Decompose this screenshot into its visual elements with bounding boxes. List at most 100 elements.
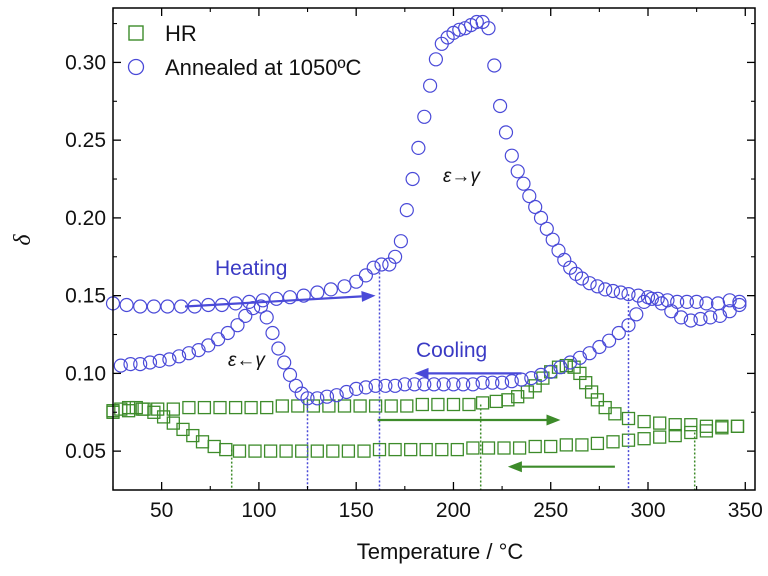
annealed-data-point	[259, 310, 274, 325]
annealed-data-point	[504, 148, 519, 163]
annealed-data-point	[611, 325, 626, 341]
legend-marker-annealed	[127, 58, 145, 76]
annealed-data-point	[582, 276, 597, 291]
hr-data-point	[608, 407, 622, 421]
annealed-data-point	[428, 52, 443, 67]
annealed-data-point	[469, 14, 484, 30]
hr-data-point	[357, 444, 371, 458]
annealed-data-point	[679, 294, 695, 309]
hr-data-point	[637, 414, 651, 429]
hr-data-point	[528, 439, 542, 454]
x-tick-label: 250	[533, 499, 568, 522]
annealed-data-point	[543, 364, 558, 379]
y-tick-label: 0.15	[65, 285, 106, 308]
annealed-data-point	[574, 271, 590, 286]
hr-data-point	[129, 400, 143, 415]
hr-data-point	[575, 438, 589, 452]
hr-data-point	[275, 399, 289, 413]
hr-data-point	[114, 402, 128, 416]
hr-data-point	[606, 435, 620, 449]
annealed-data-point	[271, 341, 286, 356]
hr-data-point	[699, 419, 714, 433]
annealed-data-point	[582, 346, 597, 361]
annealed-data-point	[358, 268, 373, 283]
x-tick-label: 150	[339, 499, 374, 522]
hr-data-point	[415, 397, 429, 412]
annealed-data-point	[605, 283, 621, 299]
annealed-data-point	[539, 221, 554, 236]
hr-data-point	[462, 397, 476, 412]
annealed-data-point	[636, 294, 652, 309]
annealed-data-point	[319, 389, 335, 404]
legend-label-hr: HR	[165, 21, 197, 46]
annealed-data-point	[504, 374, 519, 389]
x-tick-label: 50	[150, 499, 173, 522]
hr-data-point	[232, 444, 247, 458]
annealed-data-point	[533, 210, 549, 225]
hr-data-point	[637, 432, 651, 446]
annealed-data-point	[524, 371, 539, 386]
hr-data-point	[279, 444, 293, 458]
annealed-data-point	[426, 377, 442, 392]
annealed-data-point	[683, 313, 698, 328]
hr-data-point	[699, 424, 714, 438]
hr-data-point	[481, 441, 496, 455]
annealed-data-point	[654, 296, 669, 311]
y-tick-label: 0.30	[65, 51, 106, 74]
annealed-data-point	[664, 304, 679, 319]
x-tick-label: 350	[728, 499, 763, 522]
hr-data-point	[590, 393, 605, 407]
annealed-data-point	[528, 199, 543, 215]
annealed-data-point	[703, 310, 718, 325]
annealed-data-point	[323, 282, 338, 297]
annealed-data-point	[592, 339, 607, 355]
hr-data-point	[219, 442, 233, 457]
hr-data-point	[431, 397, 445, 412]
annealed-data-point	[339, 384, 354, 400]
annealed-data-point	[282, 367, 298, 382]
hr-data-point	[730, 419, 745, 433]
hr-data-point	[684, 418, 698, 432]
annealed-data-point	[601, 333, 617, 348]
annealed-data-point	[366, 260, 381, 275]
x-tick-label: 300	[630, 499, 665, 522]
y-tick-label: 0.25	[65, 129, 106, 152]
hr-data-point	[337, 399, 352, 413]
annealed-data-point	[722, 293, 737, 308]
annealed-data-point	[152, 353, 167, 368]
annealed-data-point	[689, 294, 704, 309]
annealed-data-point	[288, 378, 303, 393]
hr-data-point	[121, 400, 136, 415]
annealed-data-point	[644, 291, 660, 306]
hr-data-point	[248, 444, 262, 458]
annealed-data-point	[399, 203, 414, 218]
annealed-data-point	[475, 375, 490, 390]
annealed-data-point	[732, 294, 747, 309]
annealed-data-point	[522, 189, 537, 204]
annealed-data-point	[516, 176, 531, 191]
annealed-data-point	[613, 285, 628, 300]
hr-data-point	[668, 428, 682, 443]
annotation-eps-from-gamma: ε←γ	[228, 350, 266, 371]
y-axis-label: δ	[10, 234, 36, 246]
annealed-data-point	[349, 274, 364, 289]
annealed-data-point	[456, 377, 471, 392]
annealed-data-point	[533, 367, 549, 382]
annealed-data-point	[693, 311, 708, 327]
annealed-data-point	[629, 307, 644, 322]
hr-data-point	[501, 393, 515, 407]
annealed-data-point	[310, 285, 325, 300]
annealed-data-point	[563, 355, 578, 370]
annealed-data-point	[146, 299, 161, 314]
hr-data-point	[730, 419, 745, 433]
hr-data-point	[684, 425, 698, 440]
annealed-data-point	[113, 358, 128, 373]
annealed-data-point	[417, 377, 432, 392]
y-tick-label: 0.10	[65, 362, 106, 385]
annealed-data-point	[393, 234, 408, 249]
hr-data-point	[353, 399, 367, 413]
annotation-eps-to-gamma: ε→γ	[443, 166, 481, 187]
hr-data-point	[263, 444, 278, 458]
annealed-data-point	[407, 377, 422, 392]
annealed-data-point	[220, 325, 235, 341]
